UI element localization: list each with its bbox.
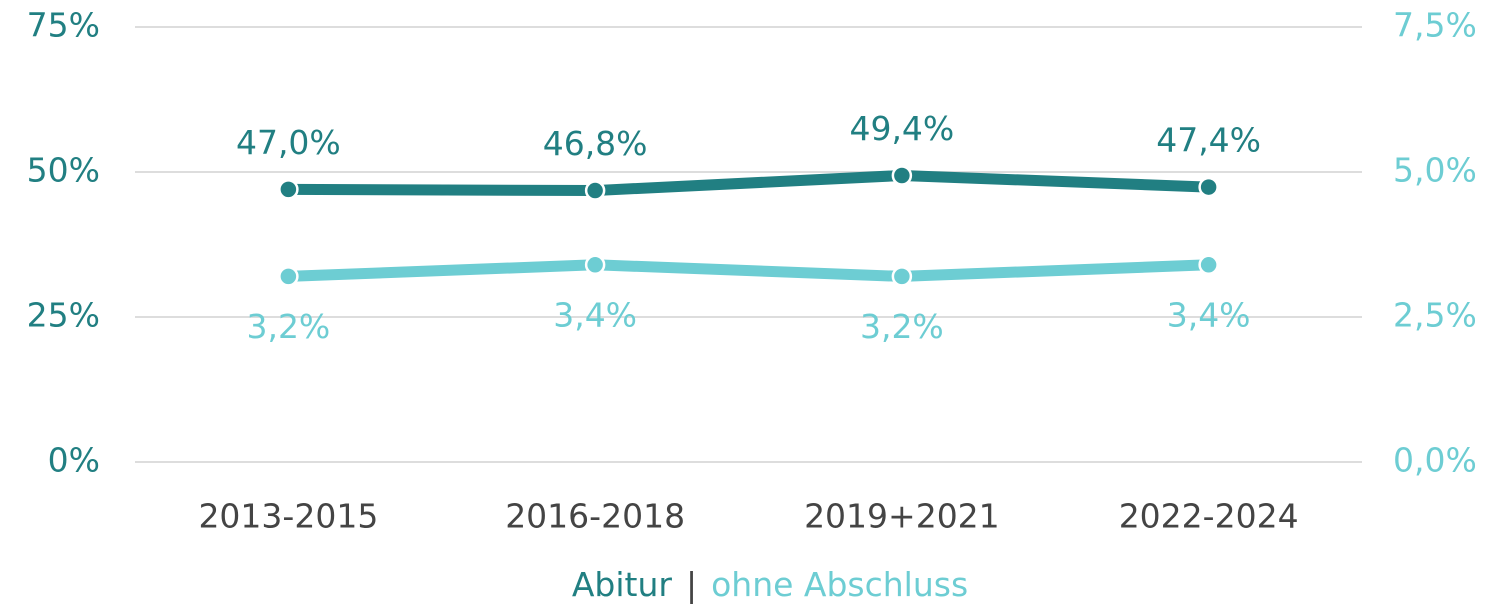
- legend-entry: Abitur: [572, 565, 673, 604]
- data-label: 47,4%: [1156, 121, 1261, 160]
- point: [1198, 254, 1219, 276]
- x-tick-label: 2019+2021: [804, 497, 1000, 536]
- data-label: 3,4%: [1167, 295, 1251, 334]
- legend-separator: |: [686, 565, 697, 604]
- data-label: 49,4%: [849, 109, 954, 148]
- series-line: [288, 259, 1209, 282]
- point: [891, 266, 913, 287]
- data-label: 3,4%: [553, 295, 637, 334]
- series-line: [288, 169, 1209, 197]
- point: [584, 254, 606, 276]
- x-tick-label: 2013-2015: [198, 497, 378, 536]
- data-label: 3,2%: [860, 307, 944, 346]
- data-label: 3,2%: [246, 307, 330, 346]
- y2-tick-label: 5,0%: [1393, 151, 1477, 190]
- y2-tick-label: 0,0%: [1393, 441, 1477, 480]
- y-tick-label: 25%: [27, 296, 100, 335]
- x-tick-label: 2016-2018: [505, 497, 685, 536]
- data-label: 46,8%: [543, 124, 648, 163]
- point: [584, 180, 606, 201]
- point: [278, 266, 299, 287]
- point: [1198, 176, 1219, 198]
- y2-tick-label: 7,5%: [1393, 6, 1477, 45]
- y-tick-label: 50%: [27, 151, 100, 190]
- point: [278, 179, 299, 200]
- point: [891, 165, 913, 186]
- x-tick-label: 2022-2024: [1119, 497, 1299, 536]
- y-tick-label: 0%: [48, 441, 100, 480]
- y-tick-label: 75%: [27, 6, 100, 45]
- data-label: 47,0%: [236, 123, 341, 162]
- y2-tick-label: 2,5%: [1393, 296, 1477, 335]
- legend-entry: ohne Abschluss: [711, 565, 968, 604]
- legend: Abitur | ohne Abschluss: [572, 565, 968, 604]
